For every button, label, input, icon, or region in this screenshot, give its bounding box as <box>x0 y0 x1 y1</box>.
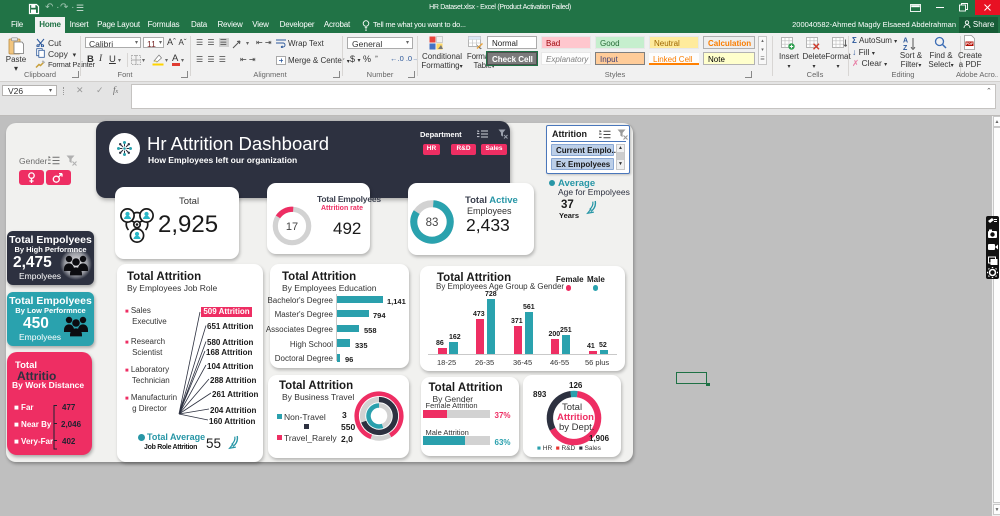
svg-text:A: A <box>903 38 908 45</box>
svg-text:17: 17 <box>286 221 298 233</box>
svg-text:Z: Z <box>903 45 908 51</box>
svg-text:PDF: PDF <box>966 42 974 46</box>
svg-text:83: 83 <box>426 217 439 229</box>
